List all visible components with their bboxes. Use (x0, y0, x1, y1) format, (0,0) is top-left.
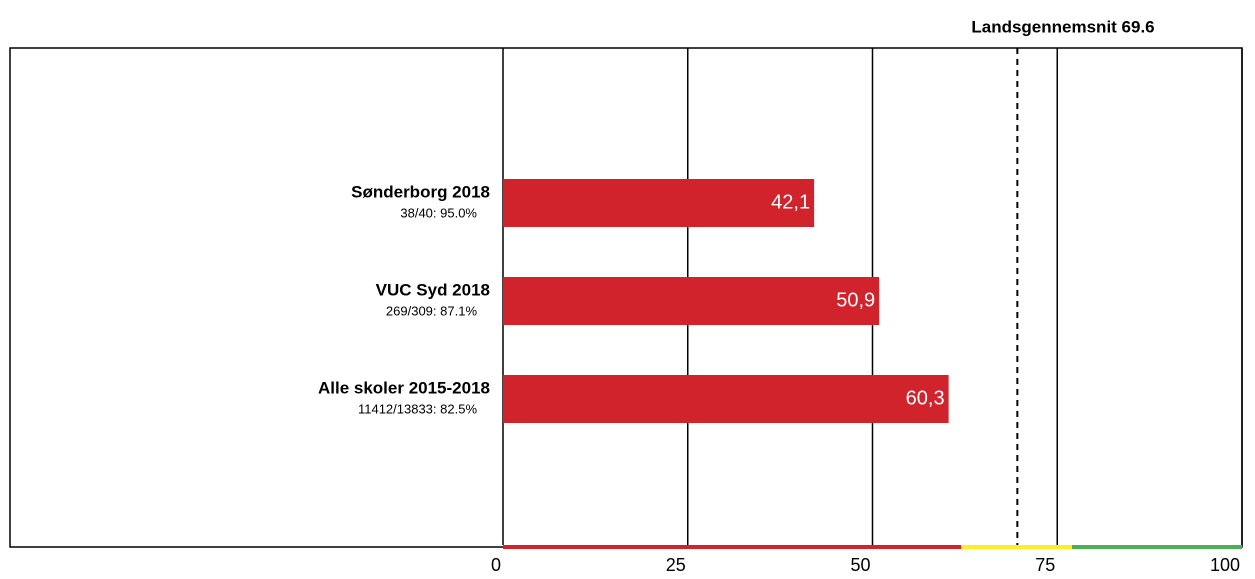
x-tick-label: 50 (850, 555, 870, 575)
x-tick-label: 0 (491, 555, 501, 575)
bar (503, 179, 815, 227)
bar (503, 375, 949, 423)
category-sublabel: 11412/13833: 82.5% (358, 401, 477, 416)
category-label: VUC Syd 2018 (376, 280, 490, 299)
value-label: 60,3 (906, 387, 945, 409)
reference-label: Landsgennemsnit 69.6 (971, 17, 1154, 36)
value-label: 42,1 (771, 191, 810, 213)
x-tick-label: 25 (666, 555, 686, 575)
color-band (1072, 545, 1242, 549)
x-tick-label: 100 (1210, 555, 1240, 575)
value-label: 50,9 (836, 289, 875, 311)
color-band (961, 545, 1073, 549)
category-sublabel: 269/309: 87.1% (386, 303, 478, 318)
x-tick-label: 75 (1035, 555, 1055, 575)
bar (503, 277, 880, 325)
category-label: Alle skoler 2015-2018 (318, 378, 490, 397)
color-band (503, 545, 962, 549)
category-sublabel: 38/40: 95.0% (400, 205, 477, 220)
category-label: Sønderborg 2018 (351, 182, 490, 201)
